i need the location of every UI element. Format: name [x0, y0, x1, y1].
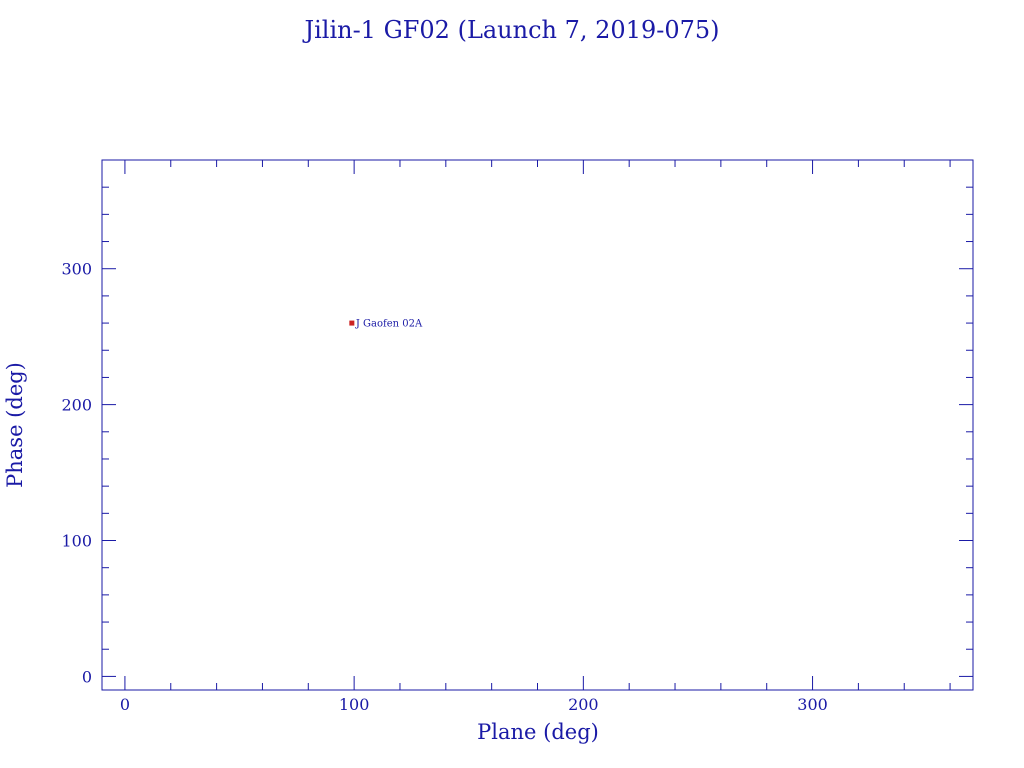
y-tick-label: 0 [82, 667, 92, 686]
plot-frame [101, 159, 974, 691]
chart-title: Jilin-1 GF02 (Launch 7, 2019-075) [301, 16, 719, 44]
data-points: J Gaofen 02A [349, 319, 423, 330]
y-tick-label: 100 [61, 532, 92, 551]
x-axis-label: Plane (deg) [477, 720, 599, 744]
y-tick-label: 200 [61, 396, 92, 415]
x-tick-label: 200 [568, 695, 599, 714]
data-point [349, 320, 355, 326]
axis-tick-labels: 0 100 200 300 0 100 200 300 [61, 260, 827, 714]
y-axis-label: Phase (deg) [3, 362, 27, 488]
y-tick-label: 300 [61, 260, 92, 279]
x-tick-label: 300 [797, 695, 828, 714]
x-tick-label: 100 [339, 695, 370, 714]
x-tick-label: 0 [120, 695, 130, 714]
data-point-label: J Gaofen 02A [355, 319, 423, 330]
axis-ticks [102, 159, 973, 690]
